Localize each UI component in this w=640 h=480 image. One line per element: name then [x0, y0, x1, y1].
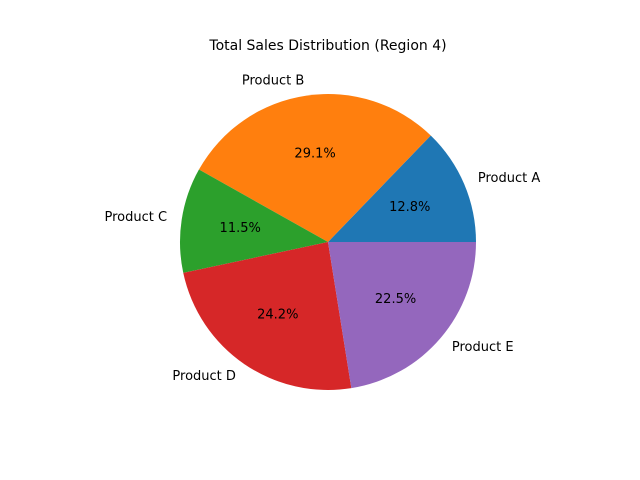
label-product-b: Product B: [242, 73, 304, 88]
percent-product-e: 22.5%: [375, 292, 416, 307]
slice-product-a: [328, 135, 476, 242]
slice-product-d: [183, 242, 352, 390]
pie-labels: Product A 12.8% Product B 29.1% Product C 11.…: [104, 73, 540, 383]
label-product-e: Product E: [452, 340, 514, 355]
slice-product-b: [198, 93, 431, 242]
label-product-a: Product A: [478, 171, 540, 186]
percent-product-a: 12.8%: [389, 200, 430, 215]
percent-product-b: 29.1%: [294, 147, 335, 162]
chart-title: Total Sales Distribution (Region 4): [208, 38, 446, 54]
percent-product-d: 24.2%: [257, 308, 298, 323]
percent-product-c: 11.5%: [220, 221, 261, 236]
pie-slices: [180, 93, 476, 390]
slice-product-e: [328, 242, 476, 389]
label-product-d: Product D: [172, 369, 236, 384]
slice-product-c: [180, 169, 328, 273]
label-product-c: Product C: [104, 210, 167, 225]
